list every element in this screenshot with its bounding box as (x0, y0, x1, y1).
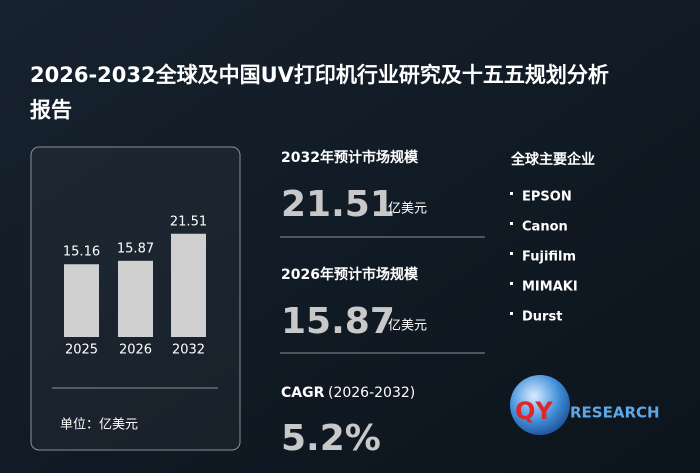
bar (64, 264, 99, 337)
cagr-value: 5.2% (281, 418, 381, 459)
x-tick-label: 2032 (172, 343, 205, 358)
cagr-label: CAGR (281, 385, 325, 401)
company-name: MIMAKI (522, 280, 578, 295)
unit-label: 单位：亿美元 (60, 418, 138, 433)
company-name: Fujifilm (522, 250, 576, 265)
value-label: 15.87 (117, 241, 154, 256)
value-label: 21.51 (170, 214, 207, 229)
logo: QY RESEARCH (510, 375, 660, 435)
logo-left: QY (515, 397, 553, 425)
value-label: 15.16 (63, 245, 100, 260)
stat-label: 2032年预计市场规模 (281, 149, 419, 166)
stat-value: 21.51 (281, 184, 395, 225)
logo-right: RESEARCH (570, 404, 660, 422)
bullet (510, 192, 513, 195)
title-line1: 2026-2032全球及中国UV打印机行业研究及十五五规划分析 (30, 63, 609, 87)
bar-chart: 15.16 2025 15.87 2026 21.51 2032 (63, 214, 207, 357)
company-list: EPSON Canon Fujifilm MIMAKI Durst (510, 190, 578, 325)
company-name: Canon (522, 220, 568, 235)
stat-unit: 亿美元 (388, 319, 427, 334)
bar (118, 260, 153, 337)
stat-label: 2026年预计市场规模 (281, 266, 419, 283)
bullet (510, 222, 513, 225)
stat-unit: 亿美元 (388, 202, 427, 217)
cagr-period: (2026-2032) (328, 385, 415, 401)
bullet (510, 252, 513, 255)
company-name: Durst (522, 310, 562, 325)
bullet (510, 312, 513, 315)
x-tick-label: 2025 (65, 343, 98, 358)
companies-title: 全球主要企业 (510, 151, 595, 168)
bar (171, 233, 206, 337)
company-name: EPSON (522, 190, 572, 205)
title-line2: 报告 (30, 98, 72, 122)
stat-value: 15.87 (281, 301, 395, 342)
bullet (510, 282, 513, 285)
logo-globe (510, 375, 570, 435)
x-tick-label: 2026 (119, 343, 152, 358)
